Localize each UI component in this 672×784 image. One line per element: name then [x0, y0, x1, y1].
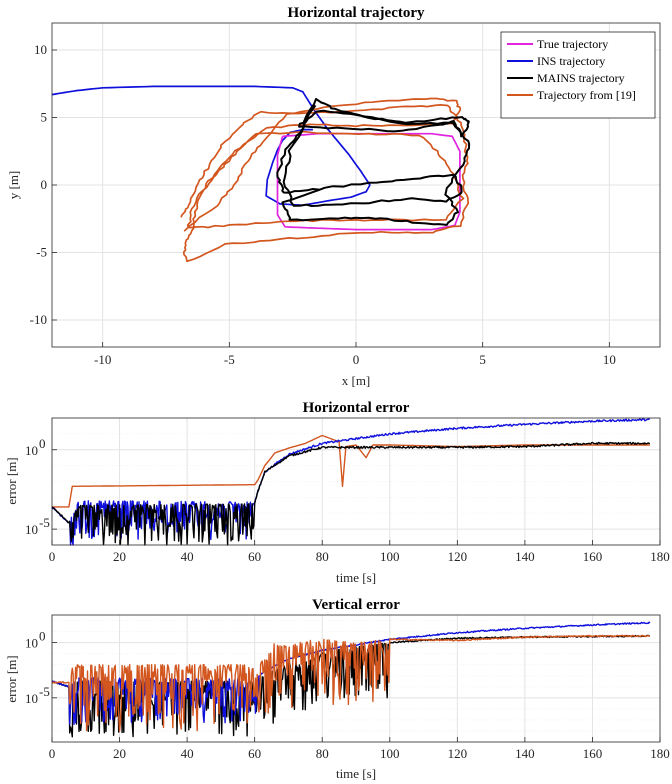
y-tick-label: 10	[25, 522, 38, 537]
y-tick-exponent: -5	[39, 515, 50, 530]
horizontal-error-title: Horizontal error	[303, 400, 410, 416]
x-tick-label: 80	[316, 549, 329, 564]
y-tick-label: 0	[41, 177, 48, 192]
x-tick-label: 180	[650, 549, 670, 564]
x-tick-label: 10	[603, 352, 616, 367]
x-tick-label: 140	[515, 746, 535, 761]
x-tick-label: 180	[650, 746, 670, 761]
y-tick-label: 10	[25, 691, 38, 706]
series-line	[51, 441, 650, 546]
y-tick-label: 10	[34, 42, 47, 57]
legend-label-mains: MAINS trajectory	[537, 71, 625, 85]
vertical-error-xlabel: time [s]	[336, 766, 376, 781]
x-tick-label: 60	[248, 549, 261, 564]
legend-label-ins: INS trajectory	[537, 54, 605, 68]
x-tick-label: 160	[583, 746, 603, 761]
x-tick-label: 60	[248, 746, 261, 761]
y-tick-label: 10	[25, 443, 38, 458]
trajectory-tick-labels: -10 -5 0 5 10 -10 -5 0 5 10	[30, 42, 616, 367]
series-line	[51, 634, 651, 732]
horizontal-error-panel: Horizontal error time [s] error [m] 0 20 4…	[4, 400, 670, 585]
x-tick-label: 0	[353, 352, 360, 367]
y-tick-label: -10	[30, 312, 47, 327]
legend-box	[500, 31, 656, 119]
x-tick-label: -10	[94, 352, 111, 367]
x-tick-label: 5	[479, 352, 486, 367]
trajectory-ylabel: y [m]	[6, 171, 21, 200]
x-tick-label: 100	[380, 746, 400, 761]
x-tick-label: 100	[380, 549, 400, 564]
vertical-error-axes-box	[51, 614, 661, 743]
y-tick-label: 5	[41, 110, 48, 125]
x-tick-label: 160	[583, 549, 603, 564]
horizontal-error-xlabel: time [s]	[336, 570, 376, 585]
vertical-error-ylabel: error [m]	[4, 655, 19, 702]
x-tick-label: 120	[448, 549, 468, 564]
horizontal-error-series	[51, 418, 650, 546]
trajectory-legend: True trajectory INS trajectory MAINS tra…	[500, 31, 656, 119]
x-tick-label: 40	[181, 549, 194, 564]
vertical-error-series	[51, 621, 651, 738]
y-tick-exponent: -5	[39, 684, 50, 699]
x-tick-label: 40	[181, 746, 194, 761]
x-tick-label: -5	[224, 352, 235, 367]
x-tick-label: 120	[448, 746, 468, 761]
y-tick-exponent: 0	[39, 436, 46, 451]
x-tick-label: 80	[316, 746, 329, 761]
series-line	[51, 418, 650, 546]
series-line	[51, 85, 371, 207]
trajectory-xlabel: x [m]	[342, 373, 371, 388]
y-tick-exponent: 0	[39, 629, 46, 644]
x-tick-label: 20	[113, 746, 126, 761]
trajectory-axes-box	[51, 22, 661, 348]
x-tick-label: 20	[113, 549, 126, 564]
y-tick-label: 10	[25, 636, 38, 651]
horizontal-error-ylabel: error [m]	[4, 457, 19, 504]
trajectory-title: Horizontal trajectory	[287, 5, 425, 21]
trajectory-series	[51, 85, 471, 263]
vertical-error-panel: Vertical error time [s] error [m] 0 20 40 6…	[4, 597, 670, 781]
vertical-error-title: Vertical error	[312, 597, 400, 613]
trajectory-panel: Horizontal trajectory x [m] y [m] -10 -5 0…	[6, 5, 661, 388]
horizontal-error-axes-box	[51, 417, 661, 546]
y-tick-label: -5	[36, 245, 47, 260]
series-line	[276, 132, 461, 231]
x-tick-label: 140	[515, 549, 535, 564]
legend-label-true: True trajectory	[537, 37, 608, 51]
legend-label-ref: Trajectory from [19]	[537, 88, 636, 102]
series-line	[276, 98, 471, 226]
x-tick-label: 0	[49, 746, 56, 761]
x-tick-label: 0	[49, 549, 56, 564]
series-line	[180, 97, 470, 263]
